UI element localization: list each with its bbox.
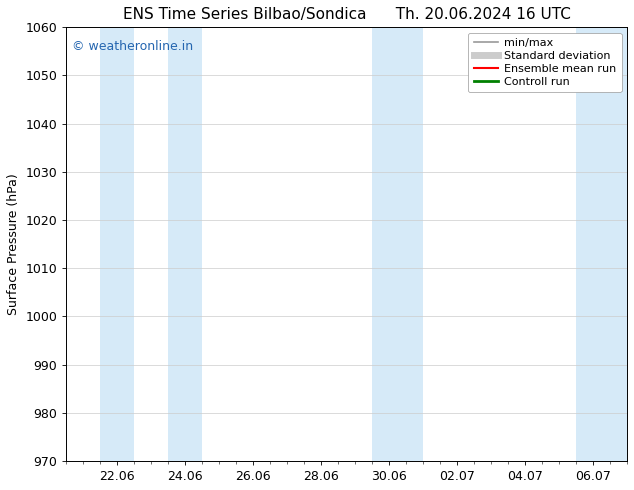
Text: © weatheronline.in: © weatheronline.in xyxy=(72,40,193,53)
Y-axis label: Surface Pressure (hPa): Surface Pressure (hPa) xyxy=(7,173,20,315)
Bar xyxy=(576,27,627,461)
Bar xyxy=(372,27,423,461)
Legend: min/max, Standard deviation, Ensemble mean run, Controll run: min/max, Standard deviation, Ensemble me… xyxy=(468,33,621,92)
Bar xyxy=(100,27,134,461)
Bar xyxy=(169,27,202,461)
Title: ENS Time Series Bilbao/Sondica      Th. 20.06.2024 16 UTC: ENS Time Series Bilbao/Sondica Th. 20.06… xyxy=(123,7,571,22)
